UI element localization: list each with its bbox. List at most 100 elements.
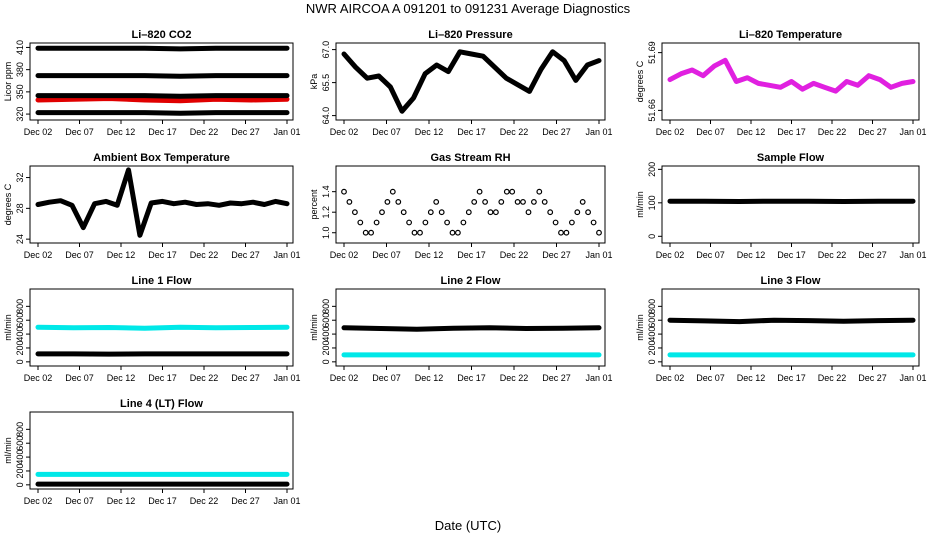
y-tick-label: 0	[15, 359, 25, 364]
data-point	[444, 219, 451, 226]
plot-frame	[335, 288, 606, 367]
x-tick-label: Jan 01	[273, 127, 300, 137]
y-tick-label: 67.0	[321, 41, 331, 59]
series-line-level-1	[35, 45, 290, 52]
panel-title: Li–820 Temperature	[739, 29, 842, 41]
x-tick-label: Dec 27	[231, 127, 260, 137]
x-tick-label: Dec 27	[858, 373, 887, 383]
y-axis-label: degrees C	[3, 183, 13, 225]
x-tick-label: Dec 12	[415, 127, 444, 137]
x-tick-label: Dec 27	[858, 127, 887, 137]
panel-title: Ambient Box Temperature	[93, 152, 230, 164]
x-tick-label: Dec 27	[542, 373, 571, 383]
data-point	[569, 219, 575, 226]
x-tick-label: Dec 17	[777, 127, 806, 137]
series-line-level-4	[35, 93, 290, 99]
y-tick-label: 800	[647, 299, 657, 314]
plot-frame	[29, 165, 294, 244]
y-tick-label: 350	[15, 84, 25, 99]
panel-title: Li–820 Pressure	[428, 29, 512, 41]
x-tick-label: Dec 22	[818, 250, 847, 260]
plot-frame	[661, 165, 920, 244]
y-tick-label: 400	[15, 327, 25, 342]
y-tick-label: 200	[15, 340, 25, 355]
data-point	[487, 209, 494, 216]
x-tick-label: Jan 01	[585, 250, 612, 260]
x-tick-label: Jan 01	[585, 127, 612, 137]
y-tick-label: 800	[15, 299, 25, 314]
y-tick-label: 400	[15, 450, 25, 465]
figure-title: NWR AIRCOA A 091201 to 091231 Average Di…	[305, 1, 631, 16]
y-tick-label: 64.0	[321, 107, 331, 125]
x-tick-label: Jan 01	[899, 250, 926, 260]
x-tick-label: Dec 22	[190, 250, 219, 260]
data-point	[541, 198, 548, 205]
y-axis-label: ml/min	[3, 437, 13, 464]
y-tick-label: 0	[15, 482, 25, 487]
plot-frame	[335, 165, 606, 244]
y-tick-label: 200	[15, 463, 25, 478]
y-axis-label: Licor ppm	[3, 62, 13, 102]
x-tick-label: Dec 07	[372, 373, 401, 383]
y-tick-label: 51.66	[647, 99, 657, 122]
data-point	[509, 188, 516, 195]
y-tick-label: 600	[15, 313, 25, 328]
x-tick-label: Dec 27	[231, 250, 260, 260]
data-point	[596, 229, 602, 236]
panel-title: Line 2 Flow	[441, 275, 501, 287]
data-point	[579, 198, 586, 205]
data-point	[563, 229, 570, 236]
x-tick-label: Dec 12	[737, 127, 766, 137]
series-line-level-2	[35, 73, 290, 79]
x-tick-label: Dec 12	[415, 250, 444, 260]
x-tick-label: Dec 22	[500, 250, 529, 260]
data-point	[460, 219, 467, 226]
x-tick-label: Dec 07	[65, 127, 94, 137]
x-tick-label: Dec 07	[696, 250, 725, 260]
x-tick-label: Dec 22	[190, 127, 219, 137]
x-tick-label: Dec 12	[107, 250, 136, 260]
plot-frame	[29, 42, 294, 121]
data-point	[536, 188, 543, 195]
data-point	[427, 209, 434, 216]
x-tick-label: Dec 22	[190, 496, 219, 506]
y-tick-label: 1.2	[321, 206, 331, 219]
x-tick-label: Dec 12	[737, 373, 766, 383]
x-tick-label: Dec 07	[65, 250, 94, 260]
y-axis-label: ml/min	[635, 314, 645, 341]
x-tick-label: Dec 27	[858, 250, 887, 260]
panel-title: Gas Stream RH	[430, 152, 510, 164]
y-tick-label: 410	[15, 40, 25, 55]
data-point	[465, 209, 472, 216]
data-point	[531, 198, 537, 205]
panel-title: Li–820 CO2	[132, 29, 192, 41]
data-point	[482, 198, 489, 205]
data-point	[417, 229, 423, 236]
data-point	[433, 198, 440, 205]
data-point	[503, 188, 510, 195]
x-tick-label: Dec 17	[777, 373, 806, 383]
y-tick-label: 51.69	[647, 41, 657, 64]
y-tick-label: 32	[15, 173, 25, 183]
x-tick-label: Dec 07	[65, 496, 94, 506]
data-point	[525, 209, 532, 216]
plot-frame	[29, 411, 294, 490]
x-tick-label: Dec 02	[24, 373, 53, 383]
x-tick-label: Dec 07	[65, 373, 94, 383]
data-point	[352, 209, 358, 216]
data-point	[574, 209, 581, 216]
y-tick-label: 200	[647, 162, 657, 177]
y-tick-label: 200	[647, 340, 657, 355]
series-line-level-3	[35, 96, 290, 104]
x-tick-label: Dec 22	[500, 373, 529, 383]
data-point	[514, 198, 521, 205]
data-point	[493, 209, 499, 216]
y-tick-label: 24	[15, 234, 25, 244]
x-tick-label: Dec 12	[737, 250, 766, 260]
data-point	[384, 198, 391, 205]
y-tick-label: 380	[15, 62, 25, 77]
x-tick-label: Dec 27	[542, 250, 571, 260]
x-tick-label: Dec 07	[696, 373, 725, 383]
